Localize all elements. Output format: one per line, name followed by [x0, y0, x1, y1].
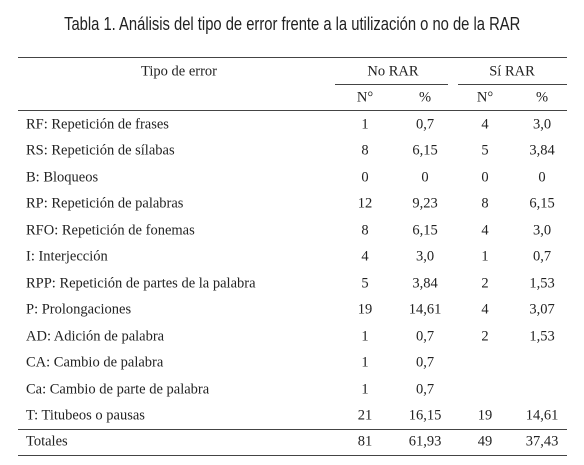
cell: 1 — [481, 248, 489, 265]
cell: 0,7 — [415, 328, 435, 345]
sub-header: N° — [356, 89, 374, 106]
cell: 8 — [481, 195, 489, 212]
cell: 12 — [357, 195, 373, 212]
cell: 3,07 — [529, 301, 555, 318]
cell: 4 — [481, 116, 489, 133]
cell: 2 — [481, 275, 489, 292]
row-label: RS: Repetición de sílabas — [26, 142, 175, 159]
cell: 81 — [357, 433, 373, 450]
row-label: P: Prolongaciones — [26, 301, 132, 318]
cell: 0,7 — [532, 248, 552, 265]
cell: 6,15 — [529, 195, 555, 212]
row-label: Totales — [26, 433, 68, 450]
table-title: Tabla 1. Análisis del tipo de error fren… — [63, 14, 521, 34]
column-header: Sí RAR — [489, 63, 535, 80]
cell: 9,23 — [412, 195, 438, 212]
cell: 16,15 — [408, 407, 442, 424]
cell: 0 — [481, 169, 489, 186]
cell: 0,7 — [415, 381, 435, 397]
cell: 19 — [357, 301, 373, 318]
row-label: RF: Repetición de frases — [26, 116, 169, 133]
cell: 1,53 — [529, 275, 555, 292]
row-label: B: Bloqueos — [26, 169, 99, 186]
cell: 0,7 — [415, 116, 435, 133]
row-label: CA: Cambio de palabra — [26, 354, 164, 371]
column-header: Tipo de error — [141, 63, 217, 80]
cell: 0 — [421, 169, 429, 186]
table-title-box: Tabla 1. Análisis del tipo de error fren… — [0, 14, 584, 35]
column-header: No RAR — [367, 63, 419, 80]
cell: 37,43 — [525, 433, 559, 450]
cell: 8 — [361, 222, 369, 239]
row-label: RFO: Repetición de fonemas — [26, 222, 195, 239]
cell: 21 — [357, 407, 373, 424]
row-label: T: Titubeos o pausas — [26, 407, 145, 424]
cell: 0,7 — [415, 354, 435, 371]
cell: 5 — [481, 142, 489, 159]
row-label: RP: Repetición de palabras — [26, 195, 184, 212]
cell: 6,15 — [412, 142, 438, 159]
cell: 61,93 — [408, 433, 442, 450]
cell: 3,84 — [529, 142, 555, 159]
cell: 1 — [361, 381, 369, 397]
row-label: AD: Adición de palabra — [26, 328, 165, 345]
cell: 3,0 — [532, 222, 552, 239]
rule — [18, 110, 567, 111]
cell: 1 — [361, 116, 369, 133]
cell: 1,53 — [529, 328, 555, 345]
cell: 6,15 — [412, 222, 438, 239]
row-label: RPP: Repetición de partes de la palabra — [26, 275, 256, 292]
rule — [335, 84, 448, 85]
cell: 1 — [361, 354, 369, 371]
cell: 14,61 — [408, 301, 442, 318]
rule — [18, 57, 567, 58]
cell: 4 — [481, 301, 489, 318]
cell: 2 — [481, 328, 489, 345]
rule — [18, 455, 567, 456]
cell: 8 — [361, 142, 369, 159]
sub-header: % — [535, 89, 549, 106]
cell: 49 — [477, 433, 493, 450]
cell: 5 — [361, 275, 369, 292]
sub-header: N° — [476, 89, 494, 106]
cell: 3,84 — [412, 275, 438, 292]
cell: 14,61 — [525, 407, 559, 424]
rule — [458, 84, 567, 85]
cell: 4 — [481, 222, 489, 239]
cell: 0 — [538, 169, 546, 186]
cell: 3,0 — [415, 248, 435, 265]
cell: 1 — [361, 328, 369, 345]
cell: 19 — [477, 407, 493, 424]
row-label: I: Interjección — [26, 248, 108, 265]
rule — [18, 429, 567, 430]
row-label: Ca: Cambio de parte de palabra — [26, 381, 210, 397]
cell: 0 — [361, 169, 369, 186]
cell: 4 — [361, 248, 369, 265]
sub-header: % — [418, 89, 432, 106]
cell: 3,0 — [532, 116, 552, 133]
